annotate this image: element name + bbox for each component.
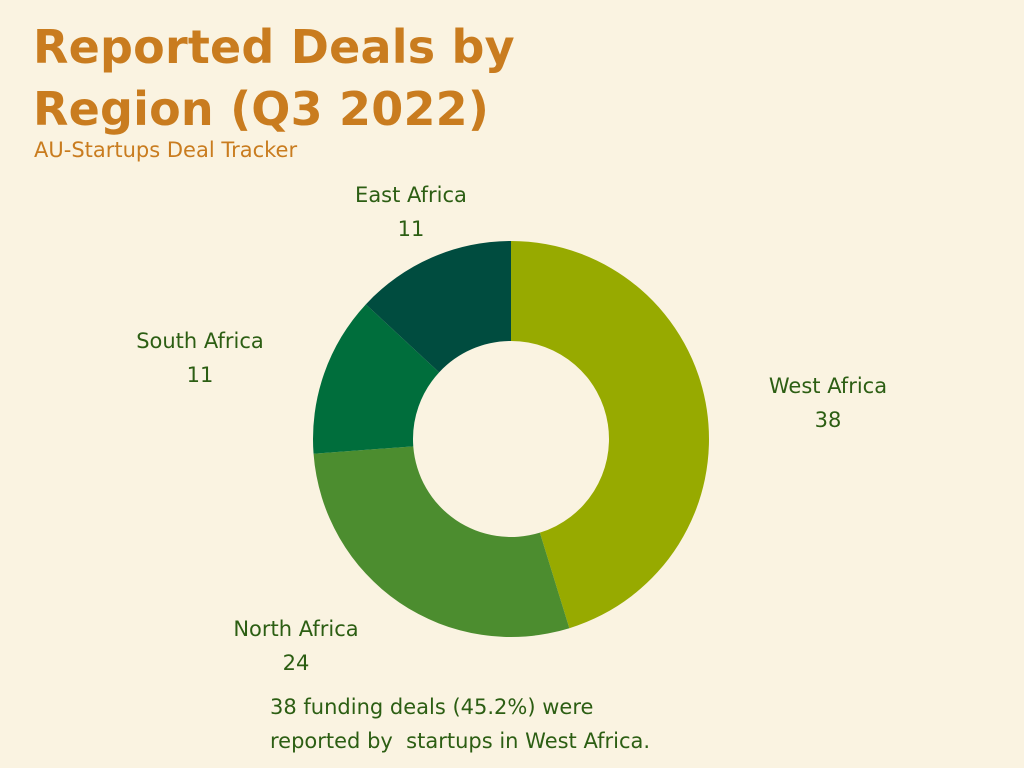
slice-value-west-africa: 38: [815, 408, 842, 432]
chart-subtitle: AU-Startups Deal Tracker: [34, 138, 298, 162]
donut-slices: [312, 241, 710, 637]
slice-west-africa: [511, 241, 710, 629]
slice-label-west-africa: West Africa: [769, 374, 887, 398]
chart-title: Reported Deals by Region (Q3 2022): [33, 20, 515, 136]
slice-value-east-africa: 11: [398, 217, 425, 241]
slice-value-south-africa: 11: [187, 363, 214, 387]
slice-east-africa: [365, 241, 511, 373]
slice-label-north-africa: North Africa: [233, 617, 358, 641]
slice-labels: West Africa 38 North Africa 24 South Africa 1…: [136, 183, 887, 675]
slice-south-africa: [312, 304, 440, 454]
slice-label-east-africa: East Africa: [355, 183, 467, 207]
slice-label-south-africa: South Africa: [136, 329, 264, 353]
slice-north-africa: [313, 446, 570, 637]
chart-footnote: 38 funding deals (45.2%) were reported b…: [270, 695, 651, 753]
slice-value-north-africa: 24: [283, 651, 310, 675]
